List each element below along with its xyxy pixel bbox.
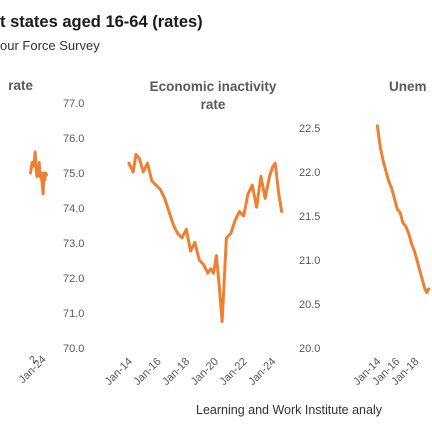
- panel-title-2: rate: [201, 97, 226, 112]
- x-tick-label: Jan-14: [103, 356, 135, 388]
- y-tick-label: 75.0: [63, 168, 84, 180]
- x-tick-label: Jan-20: [189, 356, 221, 388]
- x-tick-label: Jan-16: [131, 356, 163, 388]
- y-tick-label: 73.0: [63, 238, 84, 250]
- x-tick-label: Jan-18: [160, 356, 192, 388]
- y-tick-label: 22.5: [299, 123, 320, 135]
- chart-subtitle: our Force Survey: [0, 38, 100, 53]
- series-line-1: [29, 150, 49, 196]
- panel-title-1: rate: [8, 78, 33, 93]
- panel-title-3: Unem: [389, 79, 427, 94]
- y-tick-label: 21.5: [299, 211, 320, 223]
- y-tick-label: 22.0: [299, 167, 320, 179]
- x-tick-label: Jan-24: [246, 356, 278, 388]
- y-tick-label: 76.0: [63, 133, 84, 145]
- y-tick-label: 20.0: [299, 343, 320, 355]
- y-tick-label: 74.0: [63, 203, 84, 215]
- y-tick-label: 72.0: [63, 273, 84, 285]
- x-tick-label: Jan-22: [218, 356, 250, 388]
- y-tick-label: 20.5: [299, 299, 320, 311]
- source-note: Learning and Work Institute analy: [196, 403, 382, 417]
- chart-title: t states aged 16-64 (rates): [0, 13, 203, 31]
- y-tick-label: 21.0: [299, 255, 320, 267]
- y-tick-label: 77.0: [63, 98, 84, 110]
- series-line-2: [127, 152, 284, 324]
- panel-title-2: Economic inactivity: [150, 79, 277, 94]
- series-line-3: [375, 124, 431, 294]
- y-tick-label: 70.0: [63, 343, 84, 355]
- y-tick-label: 71.0: [63, 308, 84, 320]
